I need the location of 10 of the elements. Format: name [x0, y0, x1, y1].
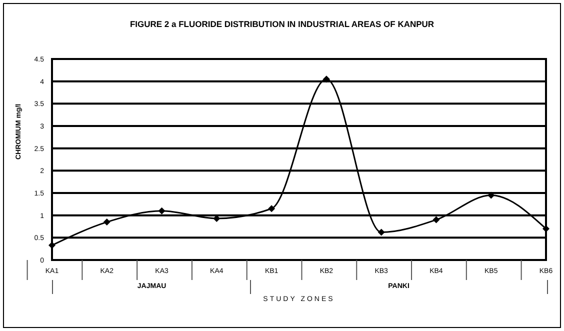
point [48, 242, 56, 249]
point [432, 216, 440, 224]
point [488, 192, 495, 199]
point [542, 225, 550, 232]
point [268, 205, 276, 212]
point [158, 207, 166, 214]
point [322, 76, 330, 83]
chart-title: FIGURE 2 a FLUORIDE DISTRIBUTION IN INDUSTRIAL AREAS OF KANPUR [128, 19, 436, 29]
point [378, 228, 385, 236]
point [103, 218, 110, 226]
